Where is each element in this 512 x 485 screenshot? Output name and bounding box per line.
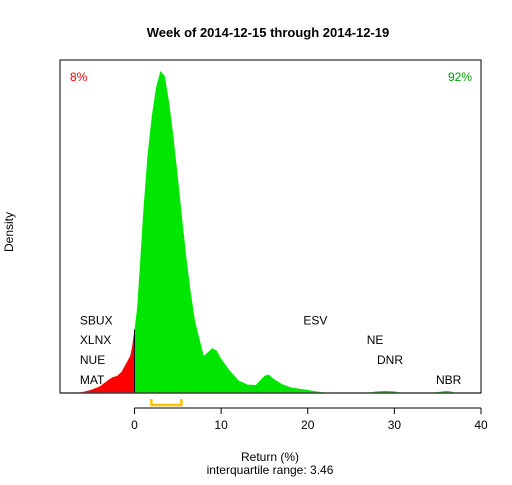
negative-density-area xyxy=(75,329,135,393)
pct-positive-label: 92% xyxy=(448,70,472,84)
ticker-label: DNR xyxy=(377,353,403,367)
annotation-layer: SBUX XLNX NUE MAT ESV NE DNR NBR xyxy=(80,313,462,386)
x-tick-label: 20 xyxy=(301,418,315,432)
x-tick-label: 40 xyxy=(474,418,488,432)
ticker-label: NBR xyxy=(436,373,462,387)
iqr-label: interquartile range: 3.46 xyxy=(207,463,334,477)
x-axis-label: Return (%) xyxy=(241,450,299,464)
x-tick-label: 10 xyxy=(214,418,228,432)
ticker-label: NUE xyxy=(80,353,105,367)
chart-title: Week of 2014-12-15 through 2014-12-19 xyxy=(147,25,390,40)
ticker-label: MAT xyxy=(80,373,105,387)
x-axis: 0 10 20 30 40 xyxy=(131,407,488,432)
pct-negative-label: 8% xyxy=(70,70,88,84)
ticker-label: SBUX xyxy=(80,313,113,327)
x-tick-label: 30 xyxy=(388,418,402,432)
ticker-label: NE xyxy=(367,333,384,347)
ticker-label: ESV xyxy=(303,313,327,327)
x-tick-label: 0 xyxy=(131,418,138,432)
iqr-bracket xyxy=(150,399,183,407)
plot-frame xyxy=(59,59,482,394)
iqr-bracket-mark xyxy=(150,399,183,407)
y-axis-label: Density xyxy=(2,212,16,252)
ticker-label: XLNX xyxy=(80,333,111,347)
positive-density-area xyxy=(134,71,464,393)
density-area-layer xyxy=(75,71,464,393)
